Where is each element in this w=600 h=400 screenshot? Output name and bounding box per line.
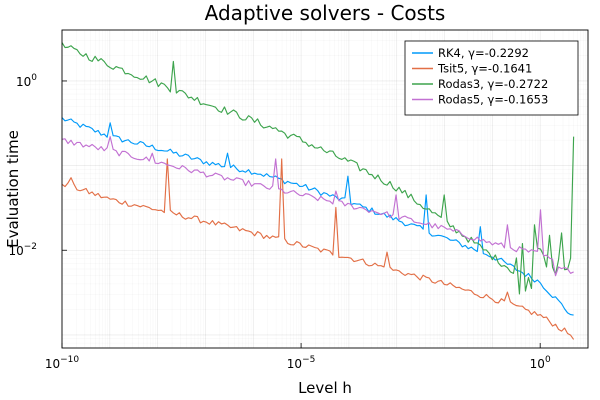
legend-box: [404, 40, 579, 116]
chart-title: Adaptive solvers - Costs: [205, 1, 446, 25]
plot-frame: [61, 29, 589, 349]
series-lines: [61, 42, 575, 340]
legend-label: Tsit5, γ=-0.1641: [437, 62, 532, 76]
series-line-rk4: [61, 117, 574, 316]
x-tick-label: 10−5: [287, 355, 316, 371]
legend-label: RK4, γ=-0.2292: [438, 46, 529, 60]
series-line-rodas5: [61, 136, 574, 277]
series-line-rodas3: [61, 42, 575, 295]
y-axis-label: Evaluation time: [4, 130, 22, 248]
legend-label: Rodas3, γ=-0.2722: [438, 77, 548, 91]
x-axis-label: Level h: [298, 379, 352, 397]
x-tick-label: 100: [530, 355, 551, 371]
y-tick-label: 100: [16, 73, 37, 89]
x-tick-label: 10−10: [45, 355, 80, 371]
series-line-tsit5: [61, 158, 575, 340]
legend-label: Rodas5, γ=-0.1653: [438, 93, 548, 107]
